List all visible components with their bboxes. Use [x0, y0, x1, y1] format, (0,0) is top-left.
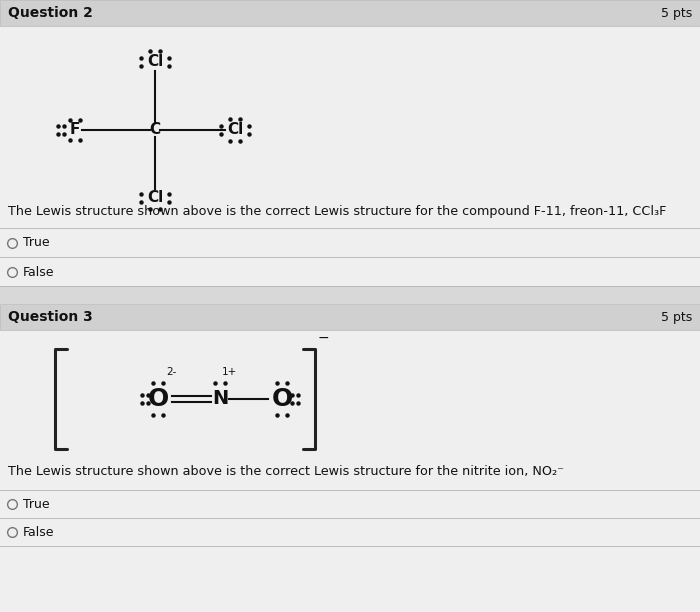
Text: O: O	[272, 387, 293, 411]
Text: Cl: Cl	[227, 122, 243, 138]
Text: 5 pts: 5 pts	[661, 7, 692, 20]
Text: The Lewis structure shown above is the correct Lewis structure for the nitrite i: The Lewis structure shown above is the c…	[8, 466, 564, 479]
Text: True: True	[23, 498, 50, 510]
Text: True: True	[23, 236, 50, 250]
Text: C: C	[149, 122, 160, 138]
FancyBboxPatch shape	[0, 0, 700, 26]
Text: O: O	[148, 387, 169, 411]
FancyBboxPatch shape	[0, 286, 700, 304]
Text: 5 pts: 5 pts	[661, 310, 692, 324]
Text: False: False	[23, 266, 55, 278]
Text: 2-: 2-	[166, 367, 176, 377]
Text: Question 3: Question 3	[8, 310, 92, 324]
Text: Question 2: Question 2	[8, 6, 93, 20]
Text: F: F	[70, 122, 80, 138]
Text: False: False	[23, 526, 55, 539]
Text: The Lewis structure shown above is the correct Lewis structure for the compound : The Lewis structure shown above is the c…	[8, 206, 666, 218]
Text: Cl: Cl	[147, 190, 163, 206]
FancyBboxPatch shape	[0, 330, 700, 612]
Text: 1+: 1+	[222, 367, 237, 377]
Text: N: N	[212, 389, 228, 408]
FancyBboxPatch shape	[0, 304, 700, 330]
FancyBboxPatch shape	[0, 26, 700, 305]
Text: Cl: Cl	[147, 54, 163, 70]
Text: −: −	[318, 331, 330, 345]
